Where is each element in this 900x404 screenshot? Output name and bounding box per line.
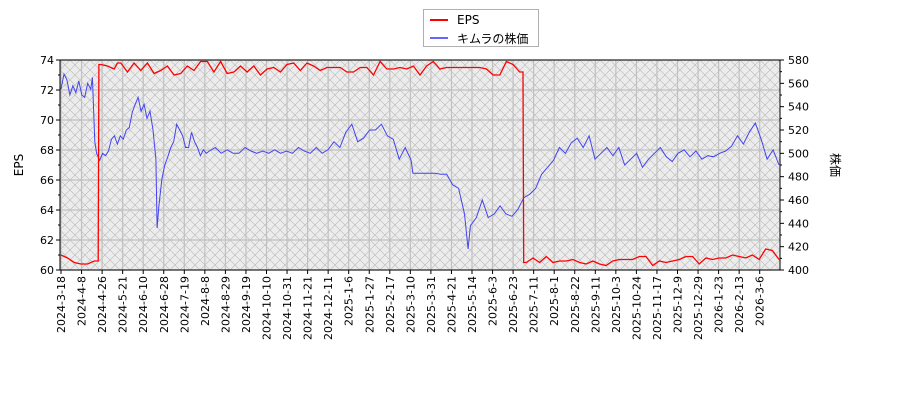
x-tick-label: 2024-8-29: [219, 276, 232, 333]
x-tick-label: 2025-12-9: [672, 276, 685, 333]
legend-item-eps: EPS: [430, 12, 479, 28]
x-tick-label: 2024-7-19: [178, 276, 191, 333]
grid-lines: [60, 59, 780, 271]
x-tick-label: 2025-6-3: [487, 276, 500, 326]
x-tick-label: 2024-11-21: [302, 276, 315, 340]
x-tick-label: 2024-10-31: [281, 276, 294, 340]
x-tick-label: 2025-8-1: [548, 276, 561, 326]
x-tick-label: 2025-7-11: [528, 276, 541, 333]
x-tick-label: 2025-6-23: [507, 276, 520, 333]
plot-area: [60, 60, 780, 270]
x-tick-label: 2024-12-11: [322, 276, 335, 340]
right-tick-label: 460: [788, 194, 809, 207]
x-tick-label: 2026-1-23: [713, 276, 726, 333]
eps-line: [60, 60, 780, 267]
x-tick-label: 2024-10-10: [261, 276, 274, 340]
x-tick-label: 2024-3-18: [55, 276, 68, 333]
x-tick-label: 2025-3-31: [425, 276, 438, 333]
right-tick-label: 560: [788, 77, 809, 90]
x-tick-label: 2025-3-10: [404, 276, 417, 333]
stock-line-swatch-icon: [430, 37, 448, 39]
right-tick-label: 520: [788, 124, 809, 137]
left-tick-label: 64: [40, 204, 54, 217]
left-y-axis: 60 62 64 66 68 70 72 74: [40, 54, 60, 277]
right-tick-label: 480: [788, 171, 809, 184]
right-tick-label: 540: [788, 101, 809, 114]
right-tick-label: 420: [788, 241, 809, 254]
x-tick-label: 2024-6-10: [137, 276, 150, 333]
x-axis: 2024-3-18 2024-4-8 2024-4-26 2024-5-21 2024-…: [55, 270, 767, 340]
x-tick-label: 2026-3-6: [754, 276, 767, 326]
x-tick-label: 2025-12-29: [692, 276, 705, 340]
x-tick-label: 2025-10-3: [610, 276, 623, 333]
stock-price-line: [60, 72, 780, 250]
left-tick-label: 60: [40, 264, 54, 277]
legend-label-eps: EPS: [457, 13, 480, 27]
x-tick-label: 2024-5-21: [117, 276, 130, 333]
left-axis-title: EPS: [12, 154, 26, 176]
x-tick-label: 2024-4-8: [76, 276, 89, 326]
x-tick-label: 2025-11-17: [651, 276, 664, 340]
right-tick-label: 500: [788, 147, 809, 160]
right-tick-label: 580: [788, 54, 809, 67]
right-axis-title: 株価: [828, 153, 843, 177]
right-tick-label: 440: [788, 217, 809, 230]
series-lines: [60, 60, 780, 267]
legend-label-stock-price: キムラの株価: [457, 31, 529, 46]
x-tick-label: 2025-2-17: [384, 276, 397, 333]
x-tick-label: 2024-6-28: [158, 276, 171, 333]
right-y-axis: 400 420 440 460 480 500 520 540 560 580: [780, 54, 809, 277]
x-tick-label: 2025-1-27: [363, 276, 376, 333]
eps-line-swatch-icon: [430, 19, 448, 21]
x-tick-label: 2025-4-21: [445, 276, 458, 333]
x-tick-label: 2025-10-24: [630, 276, 643, 340]
x-tick-label: 2025-1-6: [343, 276, 356, 326]
left-tick-label: 68: [40, 144, 54, 157]
left-tick-label: 62: [40, 234, 54, 247]
x-tick-label: 2026-2-13: [733, 276, 746, 333]
x-tick-label: 2025-9-11: [589, 276, 602, 333]
x-tick-label: 2025-8-22: [569, 276, 582, 333]
x-tick-label: 2024-4-26: [96, 276, 109, 333]
left-tick-label: 66: [40, 174, 54, 187]
x-tick-label: 2024-9-19: [240, 276, 253, 333]
left-tick-label: 74: [40, 54, 54, 67]
right-tick-label: 400: [788, 264, 809, 277]
left-tick-label: 70: [40, 114, 54, 127]
legend: EPS キムラの株価: [423, 9, 539, 47]
x-tick-label: 2025-5-14: [466, 276, 479, 333]
x-tick-label: 2024-8-8: [199, 276, 212, 326]
legend-item-stock-price: キムラの株価: [430, 30, 528, 46]
left-tick-label: 72: [40, 84, 54, 97]
